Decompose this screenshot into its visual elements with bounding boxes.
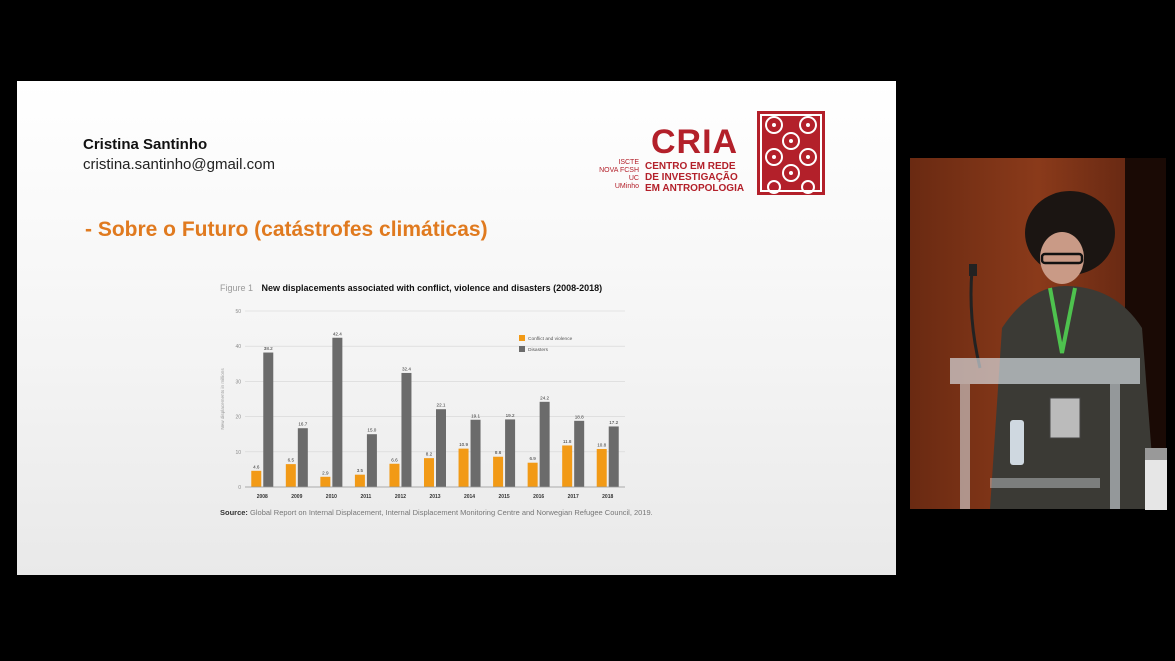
data-label: 24.2: [540, 395, 549, 400]
author-email: cristina.santinho@gmail.com: [83, 156, 275, 173]
legend-swatch: [519, 335, 525, 341]
data-label: 8.6: [495, 450, 502, 455]
slide-title: - Sobre o Futuro (catástrofes climáticas…: [85, 218, 488, 241]
data-label: 17.2: [609, 420, 618, 425]
logo-institution: UC: [628, 175, 639, 182]
bar: [574, 420, 585, 487]
bar: [251, 470, 262, 487]
legend-entry: Conflict and violence: [528, 336, 573, 342]
bar: [527, 462, 538, 487]
podium: [950, 358, 1140, 509]
bar: [285, 464, 296, 487]
presentation-slide: Cristina Santinho cristina.santinho@gmai…: [17, 81, 896, 575]
x-tick-label: 2018: [602, 494, 613, 500]
y-tick-label: 30: [235, 379, 241, 385]
logo-institution: UMinho: [614, 183, 639, 190]
data-label: 11.8: [563, 439, 572, 444]
bar: [401, 372, 412, 487]
data-label: 4.6: [253, 464, 260, 469]
data-label: 10.9: [459, 442, 468, 447]
bar: [366, 434, 377, 487]
data-label: 2.9: [322, 470, 329, 475]
data-label: 6.9: [529, 456, 536, 461]
bar: [493, 456, 504, 487]
speaker-video-feed: [910, 158, 1166, 509]
y-tick-label: 0: [238, 485, 241, 491]
bar: [263, 352, 274, 487]
source-label: Source:: [220, 508, 248, 517]
x-tick-label: 2010: [326, 494, 337, 500]
figure-caption: Figure 1 New displacements associated wi…: [220, 283, 602, 293]
bar: [539, 401, 550, 487]
figure-source: Source: Global Report on Internal Displa…: [220, 508, 653, 517]
y-tick-label: 20: [235, 415, 241, 421]
logo-center-line: CENTRO EM REDE: [645, 161, 736, 172]
bar: [608, 426, 619, 487]
figure-label: Figure 1: [220, 283, 254, 293]
logo-pattern-icon: [757, 111, 825, 195]
x-tick-label: 2016: [533, 494, 544, 500]
bar: [424, 458, 434, 487]
logo-center-name: CENTRO EM REDE DE INVESTIGAÇÃO EM ANTROP…: [645, 161, 744, 194]
data-label: 38.2: [264, 346, 273, 351]
bar: [320, 476, 331, 487]
bar: [297, 428, 308, 487]
data-label: 8.2: [426, 452, 433, 457]
data-label: 3.5: [357, 468, 364, 473]
bar: [562, 445, 573, 487]
logo-institutions: ISCTE NOVA FCSH UC UMinho: [585, 159, 639, 191]
logo-center-line: DE INVESTIGAÇÃO: [645, 172, 738, 183]
x-tick-label: 2015: [499, 494, 510, 500]
x-tick-label: 2017: [568, 494, 579, 500]
bar: [505, 419, 516, 487]
bar: [354, 474, 365, 487]
data-label: 19.2: [506, 413, 515, 418]
data-label: 19.1: [471, 413, 480, 418]
data-label: 32.4: [402, 366, 411, 371]
y-axis-label: New displacements in millions: [220, 368, 225, 430]
author-name: Cristina Santinho: [83, 136, 208, 153]
logo-institution: ISCTE: [618, 159, 639, 166]
x-tick-label: 2012: [395, 494, 406, 500]
logo-center-line: EM ANTROPOLOGIA: [645, 183, 745, 194]
x-tick-label: 2009: [291, 494, 302, 500]
video-border-strip: [1145, 448, 1167, 510]
data-label: 10.8: [597, 442, 606, 447]
legend-swatch: [519, 346, 525, 352]
data-label: 15.0: [367, 428, 376, 433]
data-label: 16.7: [298, 422, 307, 427]
legend-entry: Disasters: [528, 347, 549, 353]
y-tick-label: 50: [235, 309, 241, 315]
figure-title: New displacements associated with confli…: [261, 283, 603, 293]
bar: [332, 337, 343, 487]
data-label: 6.6: [391, 457, 398, 462]
data-label: 42.4: [333, 331, 342, 336]
displacement-bar-chart: 0 10 20 30 40 50 New displacements in millions…: [220, 309, 625, 500]
bar: [470, 419, 481, 487]
source-text: Global Report on Internal Displacement, …: [250, 508, 653, 517]
y-tick-label: 40: [235, 344, 241, 350]
bar: [436, 409, 446, 487]
x-tick-label: 2011: [360, 494, 371, 500]
bar: [596, 448, 607, 487]
data-label: 6.5: [288, 458, 295, 463]
x-tick-label: 2008: [257, 494, 268, 500]
logo-wordmark: CRIA: [651, 123, 739, 161]
bar: [389, 463, 400, 487]
data-label: 22.1: [437, 403, 446, 408]
x-tick-label: 2014: [464, 494, 475, 500]
bar: [458, 448, 469, 487]
y-tick-label: 10: [235, 450, 241, 456]
water-bottle-icon: [1010, 420, 1024, 465]
x-tick-label: 2013: [429, 494, 440, 500]
data-label: 18.8: [575, 414, 584, 419]
logo-institution: NOVA FCSH: [599, 167, 639, 174]
